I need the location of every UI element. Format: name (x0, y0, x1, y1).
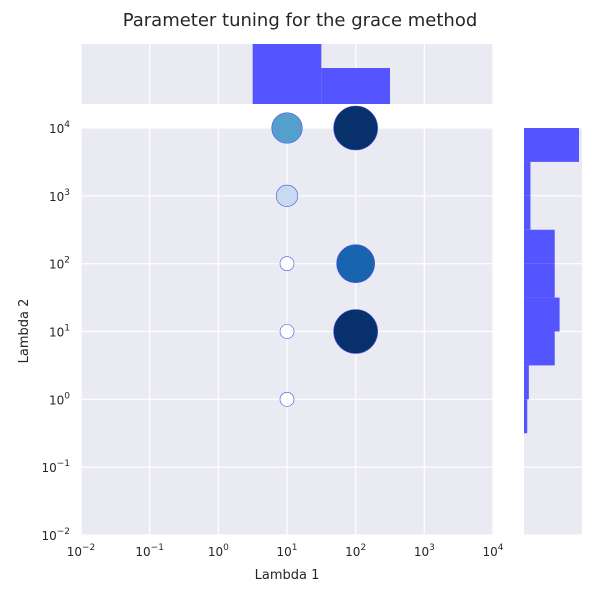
y-tick-label: 102 (49, 256, 70, 272)
top-histogram-bar (252, 44, 322, 104)
y-tick-label: 100 (49, 391, 70, 407)
right-marginal-histogram (524, 127, 582, 536)
x-tick-label: 102 (345, 543, 366, 559)
right-histogram-bar (524, 263, 555, 298)
y-axis-label: Lambda 2 (17, 299, 32, 364)
scatter-point (279, 392, 295, 407)
top-histogram-bars (252, 44, 390, 104)
y-tick-label: 104 (49, 120, 70, 136)
right-histogram-bar (524, 365, 529, 400)
x-axis-ticks: 10−2 10−1 100 101 102 103 104 (67, 543, 504, 559)
right-histogram-bar (524, 399, 528, 434)
x-tick-label: 10−2 (67, 543, 96, 559)
scatter-point (279, 256, 295, 271)
scatter-points (271, 105, 378, 407)
right-histogram-bar (524, 331, 555, 366)
x-tick-label: 10−1 (135, 543, 164, 559)
y-tick-label: 10−1 (41, 459, 70, 475)
scatter-point (336, 244, 375, 283)
right-histogram-bar (524, 195, 531, 230)
x-tick-label: 100 (208, 543, 229, 559)
y-tick-label: 103 (49, 188, 70, 204)
scatter-plot: 10−2 10−1 100 101 102 103 104 10−210−110010110… (17, 105, 504, 583)
right-histogram-bar (524, 128, 579, 162)
scatter-point (279, 324, 295, 339)
scatter-point (333, 309, 378, 354)
top-marginal-histogram (80, 44, 494, 104)
top-histogram-bar (321, 68, 390, 104)
right-histogram-bar (524, 297, 560, 332)
y-tick-label: 101 (49, 324, 70, 340)
y-tick-label: 10−2 (41, 527, 70, 543)
scatter-point (333, 105, 378, 151)
scatter-point (271, 112, 303, 144)
right-histogram-bars (524, 128, 579, 434)
chart-title: Parameter tuning for the grace method (123, 10, 478, 31)
scatter-point (275, 184, 299, 207)
right-histogram-bar (524, 229, 555, 264)
right-histogram-bar (524, 161, 531, 196)
x-tick-label: 101 (276, 543, 297, 559)
x-tick-label: 104 (482, 543, 503, 559)
x-tick-label: 103 (414, 543, 435, 559)
y-axis-ticks: 10−2 10−1 100 101 102 103 104 (41, 120, 70, 543)
x-axis-label: Lambda 1 (255, 568, 320, 583)
